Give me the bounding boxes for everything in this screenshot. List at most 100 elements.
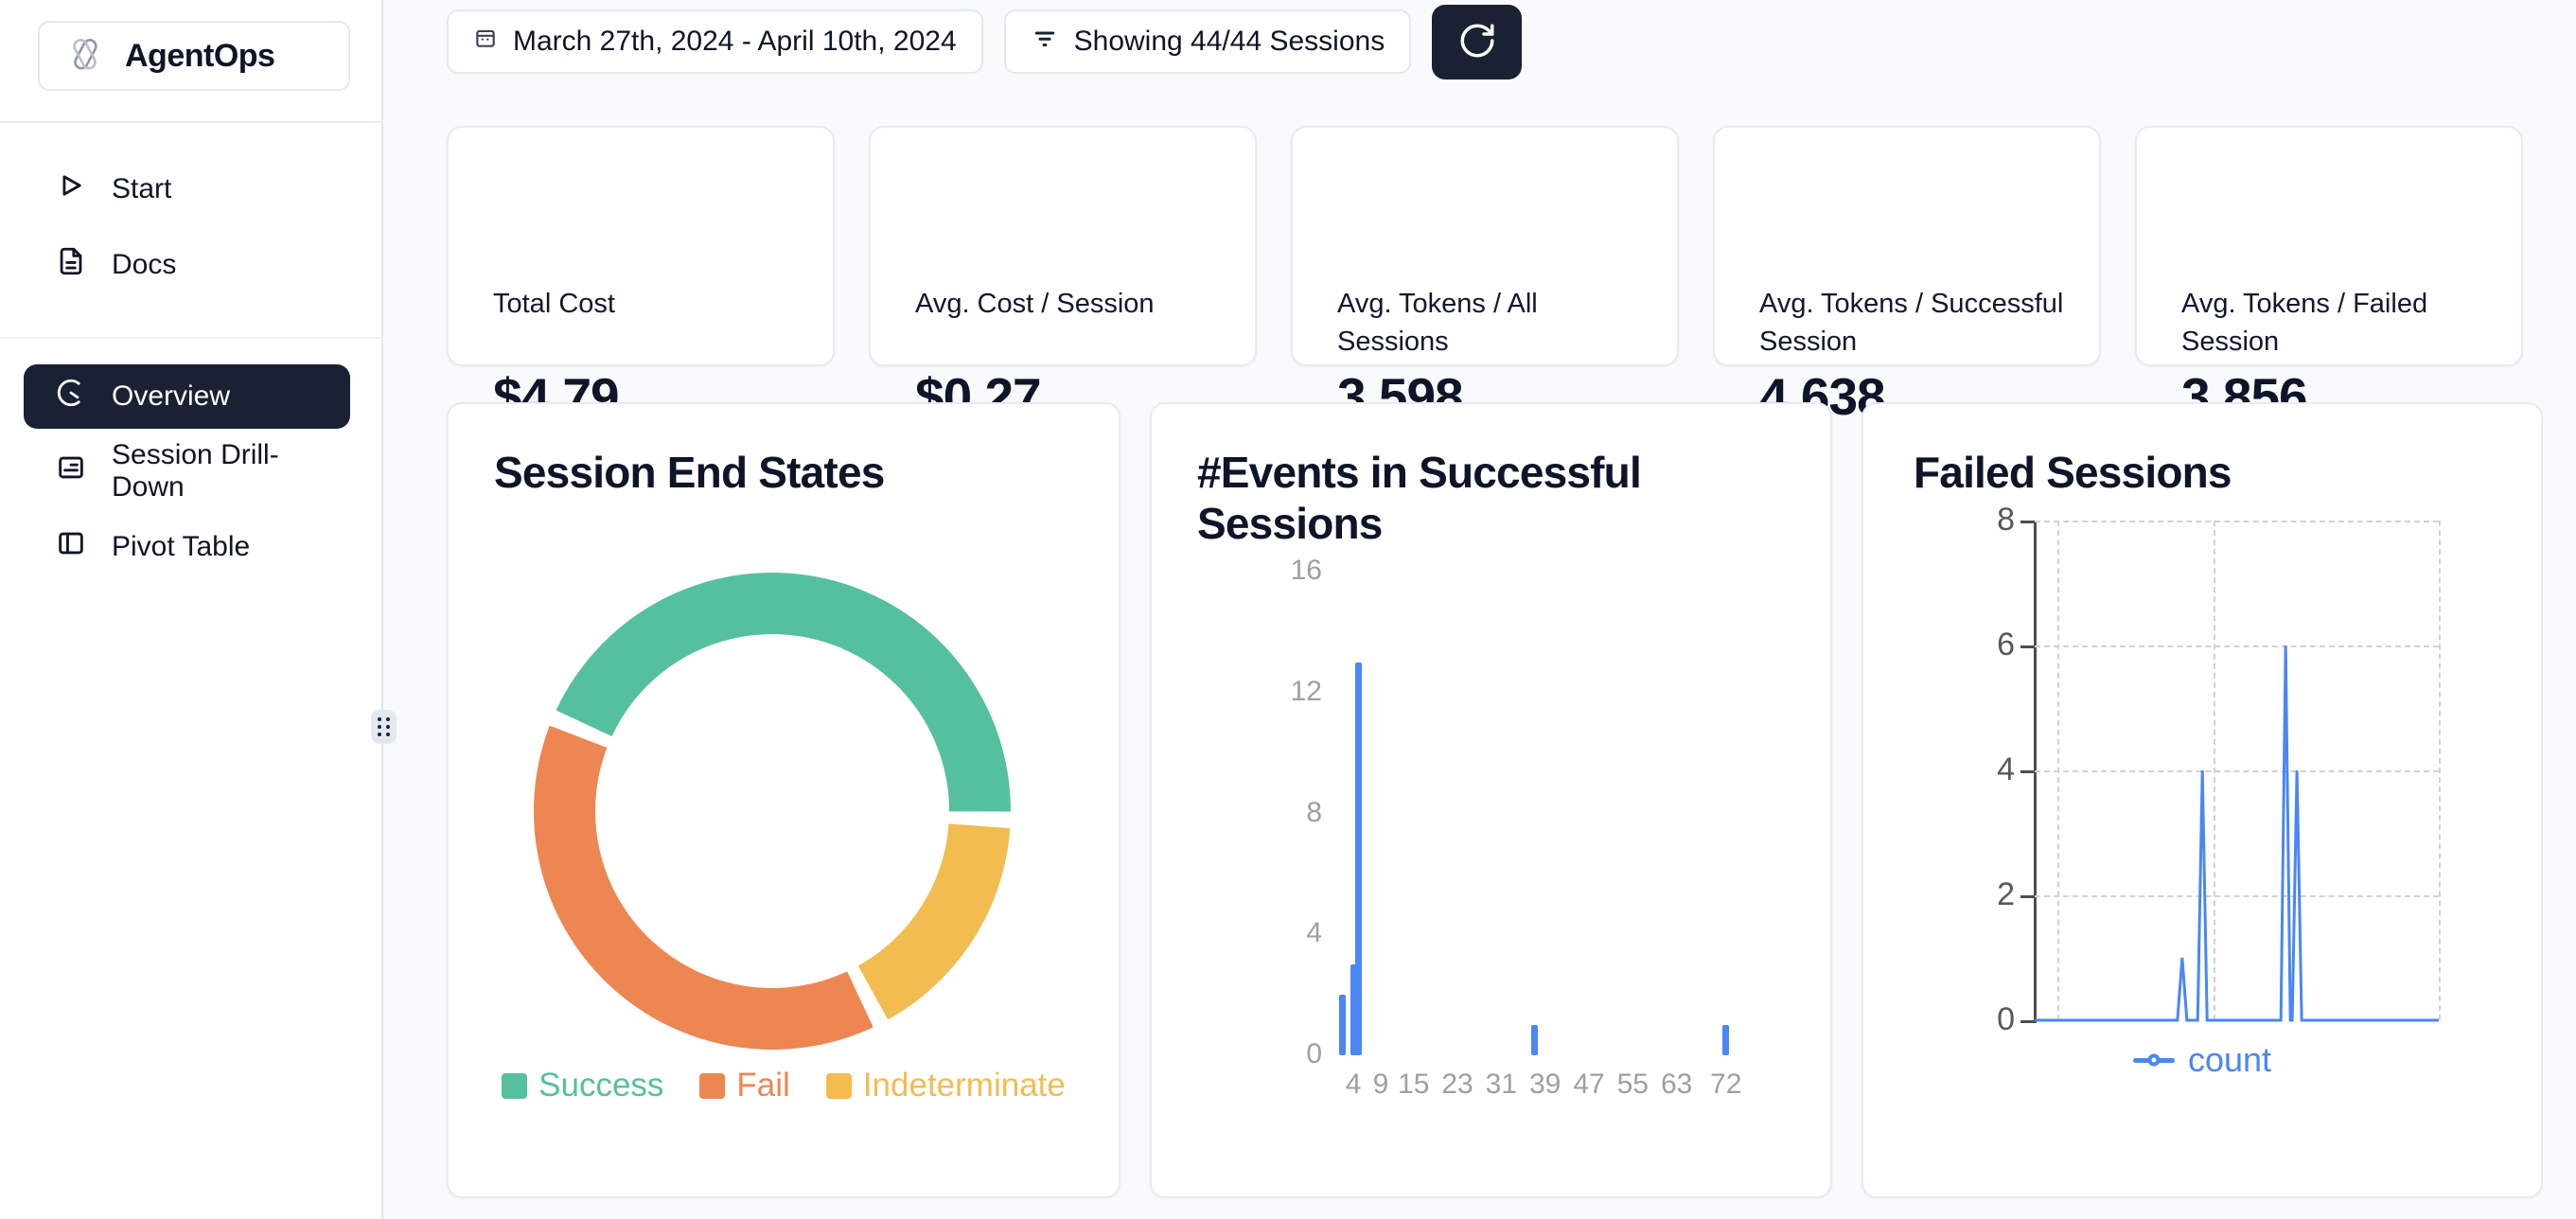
filter-lines-icon [1031, 24, 1059, 60]
legend-label: Indeterminate [862, 1067, 1066, 1104]
calendar-icon [473, 26, 498, 58]
sidebar-item-pivot-table[interactable]: Pivot Table [24, 517, 350, 577]
stat-label: Avg. Cost / Session [915, 289, 1155, 319]
gridline-vertical [2439, 521, 2441, 1020]
gridline-horizontal [2035, 770, 2439, 772]
sidebar-item-docs[interactable]: Docs [24, 235, 350, 295]
bar-x72[interactable] [1722, 1025, 1730, 1055]
legend-item-indeterminate[interactable]: Indeterminate [825, 1067, 1066, 1104]
pivot-table-icon [55, 527, 87, 567]
failed-sessions-line-svg [2035, 645, 2439, 1022]
y-axis-tick-label: 0 [1997, 1001, 2015, 1037]
stat-card-total-cost: Total Cost $4.79 [447, 126, 835, 426]
gridline-horizontal [2035, 645, 2439, 647]
y-axis-tick [2020, 521, 2034, 523]
gridline-horizontal [2035, 521, 2439, 522]
sidebar-item-session-drill-down[interactable]: Session Drill-Down [24, 439, 350, 503]
events-in-successful-sessions-card: #Events in Successful Sessions 0 4 8 12 16 4 9… [1150, 402, 1832, 1198]
logo-button[interactable]: AgentOps [38, 21, 350, 91]
sidebar-item-start[interactable]: Start [24, 159, 350, 220]
count-series-line[interactable] [2035, 645, 2439, 1022]
legend-item-success[interactable]: Success [502, 1067, 663, 1104]
gridline-vertical [2214, 521, 2216, 1020]
donut-slice-indeterminate[interactable] [857, 823, 1011, 1020]
date-range-label: March 27th, 2024 - April 10th, 2024 [513, 26, 957, 57]
stats-row: Total Cost $4.79 Avg. Cost / Session $0.… [447, 126, 2523, 426]
sidebar: AgentOps Start Docs Overview Se [0, 0, 383, 1219]
session-end-states-donut [534, 572, 1011, 1050]
refresh-button[interactable] [1432, 5, 1523, 80]
session-end-states-legend: Success Fail Indeterminate [449, 1067, 1119, 1104]
stat-card-avg-cost-session: Avg. Cost / Session $0.27 [869, 126, 1257, 426]
x-axis-tick-label: 4 [1345, 1069, 1362, 1100]
donut-slice-fail[interactable] [534, 725, 873, 1050]
y-axis-tick [2020, 1020, 2034, 1023]
y-axis-tick [2020, 645, 2034, 648]
x-axis-tick-label: 63 [1660, 1069, 1693, 1100]
legend-label: count [2187, 1040, 2272, 1079]
charts-row: Session End States Success Fail Indetermin… [447, 402, 2543, 1198]
y-axis-tick [2020, 895, 2034, 898]
y-axis-tick-label: 2 [1997, 876, 2015, 912]
gridline-horizontal [2035, 895, 2439, 897]
refresh-icon [1457, 21, 1497, 63]
bar-x37[interactable] [1530, 1025, 1538, 1055]
line-marker-icon [2132, 1053, 2175, 1067]
y-axis-tick-label: 16 [1290, 555, 1322, 586]
sidebar-resize-handle[interactable] [371, 710, 397, 744]
y-axis-tick-label: 8 [1306, 796, 1322, 828]
y-axis-tick-label: 4 [1997, 751, 2015, 787]
gridline-vertical [2056, 521, 2059, 1020]
chart-title: Session End States [494, 448, 885, 497]
sidebar-item-label: Pivot Table [112, 531, 251, 562]
bar-x2[interactable] [1338, 995, 1346, 1055]
toolbar: March 27th, 2024 - April 10th, 2024 Show… [447, 5, 1523, 80]
donut-slice-success[interactable] [556, 572, 1011, 812]
legend-label: Fail [736, 1067, 790, 1104]
chart-title: Failed Sessions [1914, 448, 2232, 497]
sidebar-item-label: Session Drill-Down [112, 439, 279, 503]
x-axis-tick-label: 23 [1441, 1069, 1473, 1100]
failed-sessions-card: Failed Sessions 0 2 4 6 8 count [1861, 402, 2543, 1198]
legend-swatch-icon [699, 1072, 726, 1099]
sidebar-divider [0, 337, 383, 339]
x-axis-tick-label: 72 [1710, 1069, 1742, 1100]
y-axis-tick-label: 12 [1290, 675, 1322, 707]
sidebar-item-label: Overview [112, 380, 231, 412]
docs-icon [55, 245, 87, 285]
legend-swatch-icon [825, 1072, 852, 1099]
sidebar-divider [0, 121, 383, 123]
grip-dots-icon [378, 717, 390, 736]
agentops-paperclip-logo-icon [62, 31, 108, 81]
chart-title: #Events in Successful Sessions [1197, 448, 1642, 548]
bar-x4[interactable] [1350, 964, 1357, 1055]
x-axis-tick-label: 39 [1528, 1069, 1561, 1100]
sessions-filter-label: Showing 44/44 Sessions [1073, 26, 1385, 57]
x-axis-tick-label: 47 [1573, 1069, 1605, 1100]
session-drilldown-icon [55, 451, 87, 491]
sidebar-item-overview[interactable]: Overview [24, 364, 350, 429]
stat-card-avg-tokens-successful: Avg. Tokens / Successful Session 4,638 [1713, 126, 2101, 426]
stat-label: Avg. Tokens / All Sessions [1337, 289, 1538, 357]
play-icon [55, 169, 87, 209]
x-axis-tick-label: 15 [1398, 1069, 1430, 1100]
stat-label: Avg. Tokens / Failed Session [2181, 289, 2428, 357]
y-axis-tick-label: 6 [1997, 627, 2015, 662]
legend-item-fail[interactable]: Fail [699, 1067, 790, 1104]
x-axis-tick-label: 9 [1372, 1069, 1389, 1100]
legend-label: Success [538, 1067, 664, 1104]
failed-sessions-legend-count[interactable]: count [1863, 1040, 2541, 1080]
y-axis-tick-label: 4 [1306, 917, 1322, 949]
brand-name: AgentOps [125, 37, 275, 74]
stat-label: Avg. Tokens / Successful Session [1759, 289, 2064, 357]
stat-card-avg-tokens-all: Avg. Tokens / All Sessions 3,598 [1291, 126, 1679, 426]
sidebar-item-label: Docs [112, 249, 177, 280]
sidebar-item-label: Start [112, 173, 172, 204]
date-range-button[interactable]: March 27th, 2024 - April 10th, 2024 [447, 9, 983, 74]
y-axis-tick [2020, 770, 2034, 773]
y-axis-tick-label: 0 [1306, 1038, 1322, 1069]
sessions-filter-button[interactable]: Showing 44/44 Sessions [1003, 9, 1412, 74]
bar-x5[interactable] [1355, 662, 1363, 1055]
x-axis-tick-label: 55 [1616, 1069, 1649, 1100]
